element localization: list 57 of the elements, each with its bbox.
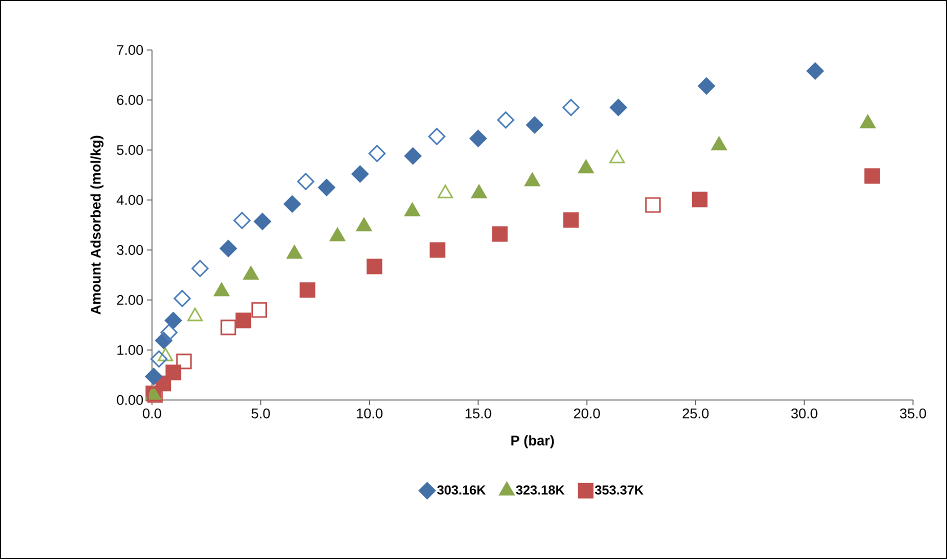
point: [404, 147, 422, 165]
x-tick-label: 30.0: [791, 408, 818, 418]
point: [645, 197, 661, 213]
point: [160, 324, 178, 342]
point: [318, 178, 336, 196]
y-tick-label: 5.00: [116, 145, 143, 155]
y-tick-label: 0.00: [116, 395, 143, 405]
point: [174, 290, 191, 308]
point: [470, 130, 487, 148]
y-tick-label: 7.00: [117, 45, 143, 55]
point: [251, 302, 267, 318]
point: [864, 168, 880, 184]
point: [164, 312, 182, 330]
point: [145, 368, 162, 386]
point: [610, 98, 627, 116]
point: [220, 240, 237, 258]
point: [806, 62, 824, 80]
point: [191, 260, 209, 278]
point: [233, 212, 251, 230]
y-tick-label: 1.00: [117, 345, 143, 355]
point: [526, 116, 544, 134]
point: [368, 144, 386, 162]
point: [220, 320, 236, 336]
y-tick-label: 3.00: [116, 245, 143, 255]
legend-label: 353.37K: [594, 485, 644, 495]
x-tick-label: 0.0: [142, 408, 162, 418]
point: [492, 226, 508, 242]
point: [176, 354, 192, 370]
point: [497, 111, 514, 129]
y-tick-label: 6.00: [117, 95, 143, 105]
point: [692, 192, 708, 208]
point: [430, 242, 446, 258]
point: [300, 282, 316, 298]
point: [428, 128, 446, 146]
y-tick-label: 2.00: [117, 295, 143, 305]
y-tick-label: 4.00: [116, 195, 143, 205]
y-axis-title: Amount Adsorbed (mol/kg): [90, 136, 104, 315]
point: [352, 165, 369, 183]
point: [366, 258, 382, 274]
x-axis-title: P (bar): [511, 435, 554, 448]
x-tick-label: 15.0: [466, 408, 492, 418]
x-tick-label: 35.0: [900, 408, 926, 418]
x-tick-label: 5.0: [252, 408, 270, 418]
legend-label: 323.18K: [516, 485, 565, 495]
point: [150, 350, 168, 368]
point: [284, 195, 301, 213]
point: [254, 212, 272, 230]
x-tick-label: 10.0: [356, 408, 382, 418]
point: [563, 212, 579, 228]
point: [562, 98, 580, 116]
point: [166, 364, 182, 380]
legend-label: 303.16K: [437, 485, 486, 495]
point: [698, 77, 716, 95]
x-tick-label: 20.0: [574, 408, 600, 418]
x-tick-label: 25.0: [682, 408, 709, 418]
point: [297, 172, 314, 190]
point: [236, 312, 252, 328]
